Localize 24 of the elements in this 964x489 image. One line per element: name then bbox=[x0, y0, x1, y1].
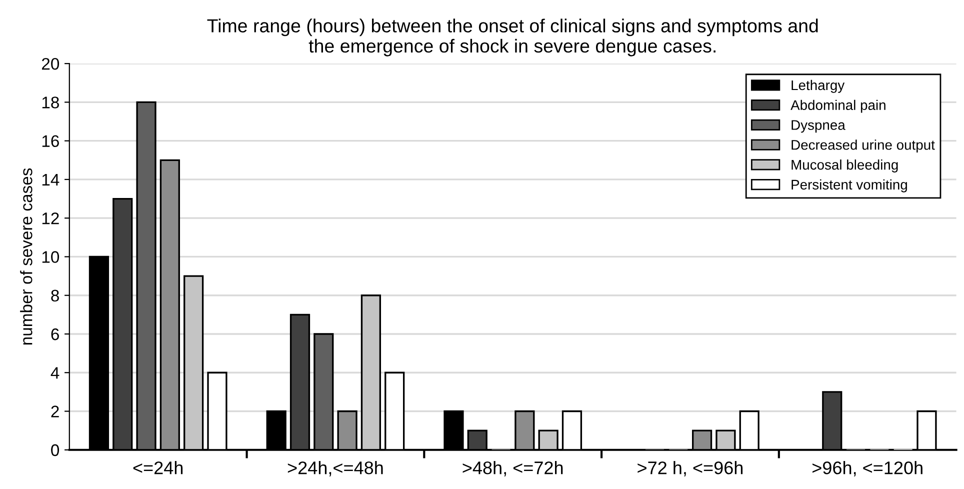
y-tick-label: 8 bbox=[51, 290, 59, 302]
legend-label: Dyspnea bbox=[792, 120, 846, 133]
legend-label: Lethargy bbox=[792, 80, 845, 93]
legend-label: Mucosal bleeding bbox=[792, 160, 898, 172]
x-tick-label: >72 h, <=96h bbox=[638, 460, 743, 476]
x-tick-label: >48h, <=72h bbox=[462, 460, 563, 476]
y-tick-label: 14 bbox=[42, 174, 60, 186]
x-tick-label: >24h,<=48h bbox=[288, 460, 383, 476]
y-tick-label: 18 bbox=[42, 96, 59, 108]
y-tick-label: 12 bbox=[42, 212, 59, 224]
chart-title: Time range (hours) between the onset of clinical signs and symptoms and the emergence of shock in severe dengue cases. bbox=[207, 18, 818, 56]
y-tick-label: 4 bbox=[50, 367, 60, 379]
legend-label: Abdominal pain bbox=[790, 100, 886, 113]
y-tick-label: 20 bbox=[42, 58, 60, 70]
y-tick-label: 2 bbox=[51, 406, 59, 418]
x-tick-label: <=24h bbox=[133, 460, 183, 474]
x-tick-label: >96h, <=120h bbox=[812, 460, 922, 476]
legend-label: Persistent vomiting bbox=[792, 179, 907, 192]
y-axis-title: number of severe cases bbox=[20, 168, 32, 345]
y-tick-label: 0 bbox=[51, 444, 60, 456]
y-tick-label: 16 bbox=[42, 135, 59, 148]
y-tick-label: 6 bbox=[51, 328, 59, 340]
legend-label: Decreased urine output bbox=[792, 140, 935, 153]
y-tick-label: 10 bbox=[42, 251, 60, 263]
